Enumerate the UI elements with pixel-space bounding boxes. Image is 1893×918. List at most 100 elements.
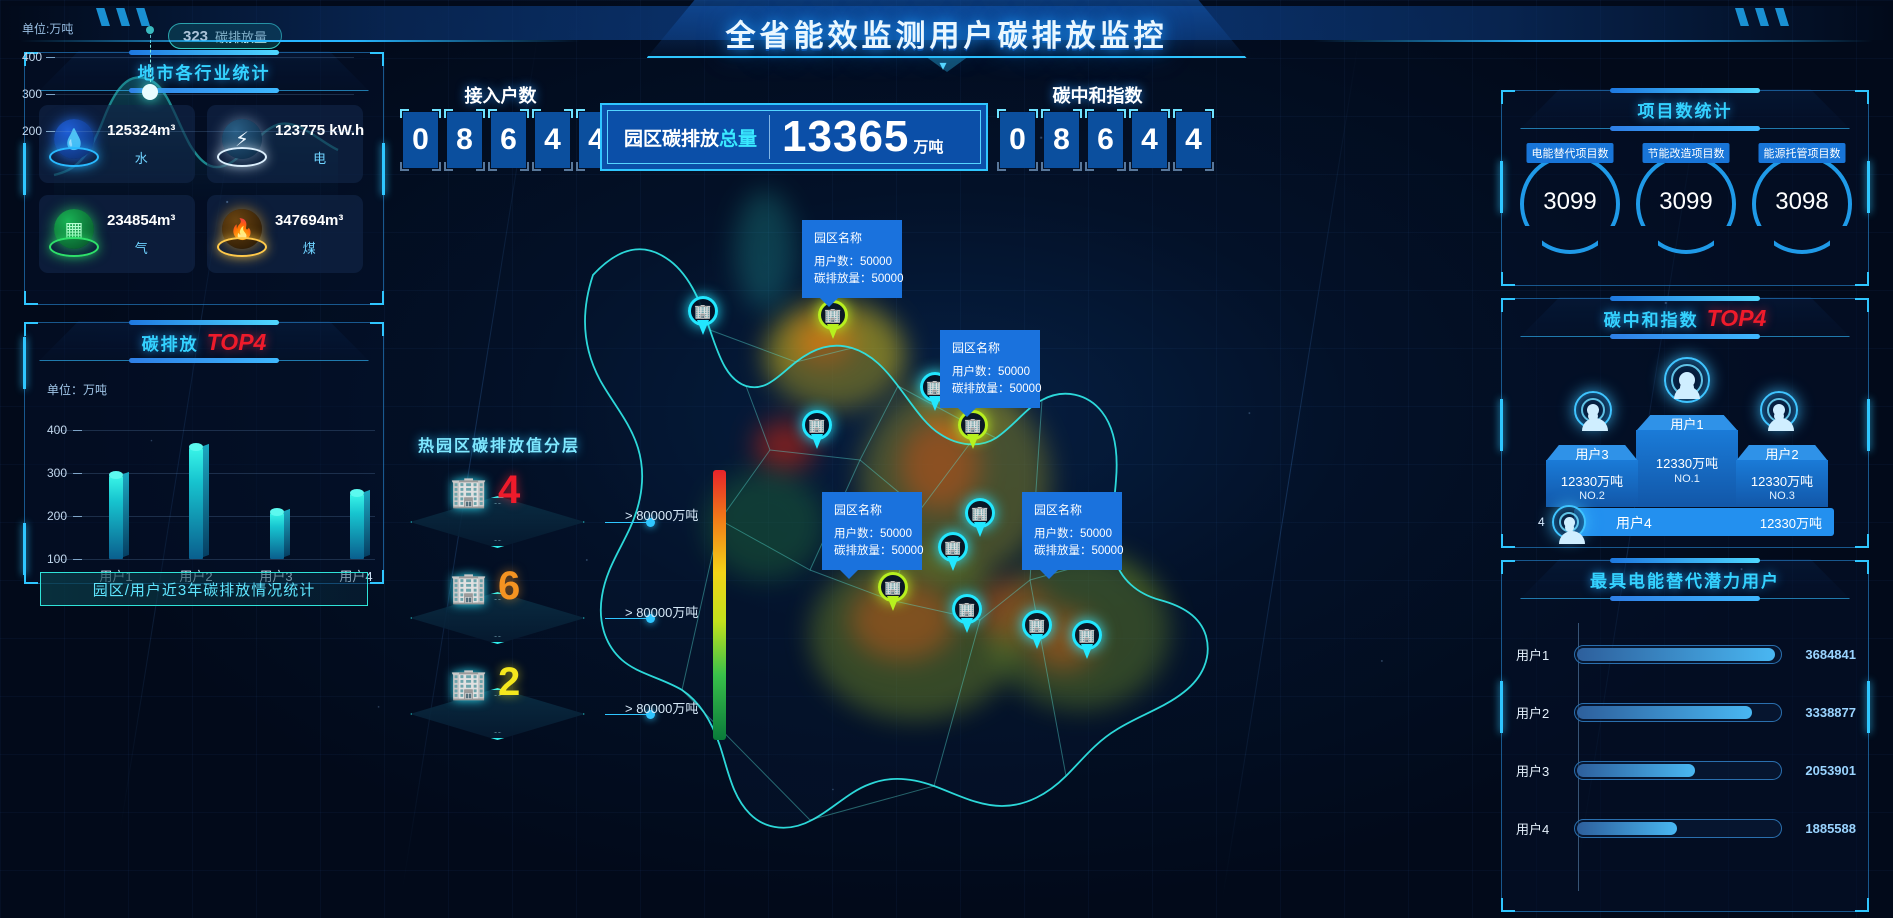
corner xyxy=(1501,898,1515,912)
podium-rank1[interactable]: 用户1 12330万吨 NO.1 xyxy=(1636,415,1738,507)
counter-right-label: 碳中和指数 xyxy=(1052,86,1143,106)
title-bar-bottom xyxy=(1610,334,1760,339)
y-tick-100: 100 xyxy=(46,552,67,566)
industry-value: 123775 kW.h xyxy=(275,121,365,139)
potential-name: 用户2 xyxy=(1516,705,1550,721)
map-tooltip-2: 园区名称 用户数：50000 碳排放量：50000 xyxy=(940,330,1042,418)
potential-row-2[interactable]: 用户2 3338877 xyxy=(1516,699,1856,725)
project-ring-tag: 节能改造项目数 xyxy=(1642,143,1730,163)
map-pin-park[interactable]: 🏢 xyxy=(802,410,832,450)
gas-meter-icon: ▦ xyxy=(47,207,101,261)
title-bar-top xyxy=(1610,558,1760,563)
project-ring-2[interactable]: 节能改造项目数 3099 xyxy=(1636,143,1736,254)
project-ring-value: 3098 xyxy=(1775,188,1829,215)
map-tooltip-emission: 碳排放量：50000 xyxy=(952,382,1042,395)
digit: 8 xyxy=(444,109,485,171)
podium-value: 12330万吨 xyxy=(1655,456,1719,471)
podium-face xyxy=(1736,460,1828,507)
map-pin-park[interactable]: 🏢 xyxy=(1072,620,1102,660)
corner xyxy=(24,52,38,66)
edge-accent xyxy=(23,337,26,389)
total-divider xyxy=(769,115,771,159)
podium-rank2[interactable]: 用户2 12330万吨 NO.3 xyxy=(1736,445,1828,507)
layer-leader-line xyxy=(605,710,655,719)
bar-user1[interactable] xyxy=(109,471,129,559)
corner xyxy=(1501,272,1515,286)
industry-card-grid: 💧 125324m³ 水 ⚡ 123775 kW.h 电 xyxy=(39,105,365,273)
map-pin-park[interactable]: 🏢 xyxy=(965,498,995,538)
bar-user4[interactable] xyxy=(350,489,370,559)
map-pin-park[interactable]: 🏢 xyxy=(938,532,968,572)
carbon-index-top4-panel: 碳中和指数 TOP4 用户1 12330万吨 NO.1 用户3 12330万吨 N… xyxy=(1500,296,1870,548)
carbon-index-top4-badge: TOP4 xyxy=(1706,305,1767,331)
digit: 0 xyxy=(997,109,1038,171)
layer-tier-1[interactable]: 🏢 4 xyxy=(410,470,585,558)
industry-label: 气 xyxy=(134,240,148,256)
potential-users-panel: 最具电能替代潜力用户 用户1 3684841 用户2 3338877 用户3 2… xyxy=(1500,558,1870,912)
potential-track xyxy=(1574,760,1782,780)
map-pin-park[interactable]: 🏢 xyxy=(878,572,908,612)
potential-track xyxy=(1574,818,1782,838)
carbon-index-top4-title: 碳中和指数 TOP4 xyxy=(1604,305,1767,332)
total-emission-box: 园区碳排放总量 13365 万吨 xyxy=(600,103,988,171)
corner xyxy=(370,291,384,305)
corner xyxy=(1855,898,1869,912)
gridline xyxy=(55,516,375,517)
avatar-rank1 xyxy=(1664,357,1710,403)
layer-tier-3[interactable]: 🏢 2 xyxy=(410,662,585,750)
title-bar-bottom xyxy=(1610,596,1760,601)
trend-point-marker[interactable] xyxy=(142,84,158,100)
project-ring-1[interactable]: 电能替代项目数 3099 xyxy=(1520,143,1620,254)
potential-row-3[interactable]: 用户3 2053901 xyxy=(1516,757,1856,783)
podium-value: 12330万吨 xyxy=(1750,474,1814,489)
potential-track xyxy=(1574,702,1782,722)
carbon-top4-title: 碳排放 TOP4 xyxy=(142,329,267,356)
podium-rank3[interactable]: 用户3 12330万吨 NO.2 xyxy=(1546,445,1638,507)
podium-rank: NO.2 xyxy=(1579,490,1605,502)
map-tooltip-title: 园区名称 xyxy=(952,341,1001,355)
map-pin-park[interactable]: 🏢 xyxy=(952,594,982,634)
map-pin-park[interactable]: 🏢 xyxy=(688,296,718,336)
podium-name: 用户1 xyxy=(1670,417,1704,432)
panel-title: 地市各行业统计 xyxy=(25,50,383,97)
trend-chart-banner[interactable]: 园区/用户近3年碳排放情况统计 xyxy=(40,572,368,606)
map-pin-park[interactable]: 🏢 xyxy=(1022,610,1052,650)
podium-value: 12330万吨 xyxy=(1560,474,1624,489)
industry-card-text: 125324m³ 水 xyxy=(107,122,175,167)
industry-card-water[interactable]: 💧 125324m³ 水 xyxy=(39,105,195,183)
trend-banner-label: 园区/用户近3年碳排放情况统计 xyxy=(92,581,316,599)
carbon-index-row-4[interactable]: 4 用户4 12330万吨 xyxy=(1538,505,1834,544)
project-ring-value: 3099 xyxy=(1659,188,1713,215)
podium-top xyxy=(1736,445,1828,461)
potential-fill xyxy=(1577,647,1775,661)
counter-access-users: 接入户数 0 8 6 4 4 xyxy=(400,82,617,172)
potential-name: 用户4 xyxy=(1516,821,1550,837)
layer-tier-2[interactable]: 🏢 6 xyxy=(410,566,585,654)
potential-row-1[interactable]: 用户1 3684841 xyxy=(1516,641,1856,667)
tick xyxy=(73,559,82,560)
carbon-top4-title-cn: 碳排放 xyxy=(141,335,199,354)
industry-card-coal[interactable]: 🔥 347694m³ 煤 xyxy=(207,195,363,273)
gridline xyxy=(55,430,375,431)
potential-name: 用户3 xyxy=(1516,763,1550,779)
industry-card-gas[interactable]: ▦ 234854m³ 气 xyxy=(39,195,195,273)
bar-user3[interactable] xyxy=(270,508,290,559)
industry-card-electricity[interactable]: ⚡ 123775 kW.h 电 xyxy=(207,105,365,183)
map-tooltip-3: 园区名称 用户数：50000 碳排放量：50000 xyxy=(822,492,923,580)
edge-accent xyxy=(382,143,385,195)
total-label-prefix: 园区碳排放 xyxy=(624,128,720,150)
y-tick-200: 200 xyxy=(21,124,42,138)
hot-park-layers: 热园区碳排放值分层 🏢 4 > 80000万吨 🏢 6 > 80000万吨 🏢 … xyxy=(400,420,720,750)
total-label: 园区碳排放总量 xyxy=(624,124,757,151)
bar-user2[interactable] xyxy=(189,443,209,559)
row4-index: 4 xyxy=(1538,515,1545,529)
corner xyxy=(370,52,384,66)
province-heatmap[interactable]: 🏢 🏢 🏢 🏢 🏢 🏢 🏢 🏢 xyxy=(560,180,1240,918)
project-ring-3[interactable]: 能源托管项目数 3098 xyxy=(1752,143,1852,254)
counter-left-digits: 0 8 6 4 4 xyxy=(400,109,617,171)
edge-accent xyxy=(23,523,26,575)
row4-bar xyxy=(1574,508,1834,536)
potential-row-4[interactable]: 用户4 1885588 xyxy=(1516,815,1856,841)
potential-name: 用户1 xyxy=(1516,647,1550,663)
